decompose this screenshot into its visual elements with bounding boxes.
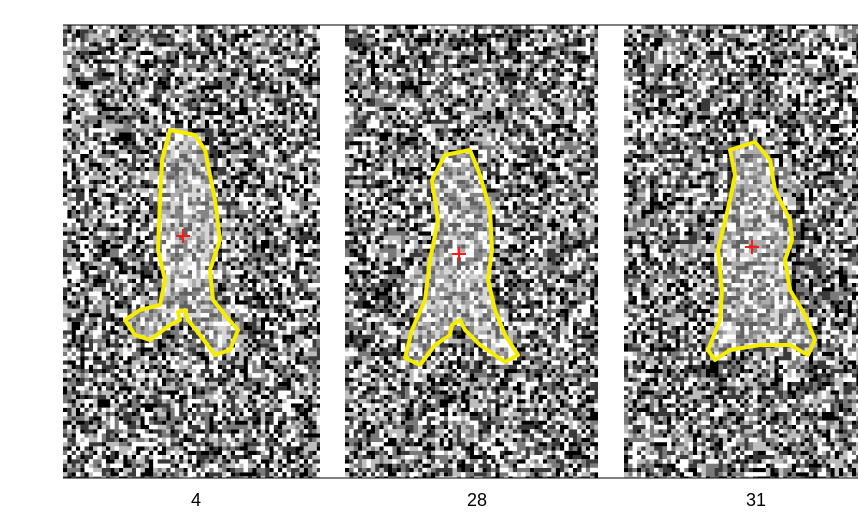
noise-pixels: [345, 25, 598, 478]
regions: [123, 128, 817, 367]
contour: [123, 128, 240, 357]
contour: [706, 140, 817, 362]
centroid-marker: [745, 240, 759, 254]
noise-pixels: [345, 25, 598, 478]
panel-label: 31: [746, 490, 766, 510]
noise-pixels: [345, 25, 598, 478]
panel-label: 4: [191, 490, 201, 510]
noise-pixels: [624, 25, 858, 478]
noise-layer: [63, 25, 858, 478]
panel-label: 28: [467, 490, 487, 510]
centroid-marker: [176, 229, 190, 243]
noise-pixels: [624, 25, 858, 478]
centroid-marker: [452, 247, 466, 261]
noise-pixels: [624, 25, 858, 478]
noise-pixels: [63, 25, 320, 478]
centroids: [176, 229, 759, 261]
noise-pixels: [63, 25, 320, 478]
noise-pixels: [624, 25, 858, 478]
noise-pixels: [63, 25, 320, 478]
noise-pixels: [624, 25, 858, 478]
noise-pixels: [63, 25, 320, 478]
noise-pixels: [345, 25, 598, 478]
noise-pixels: [345, 25, 598, 478]
noise-pixels: [63, 25, 320, 478]
contour: [403, 148, 520, 367]
